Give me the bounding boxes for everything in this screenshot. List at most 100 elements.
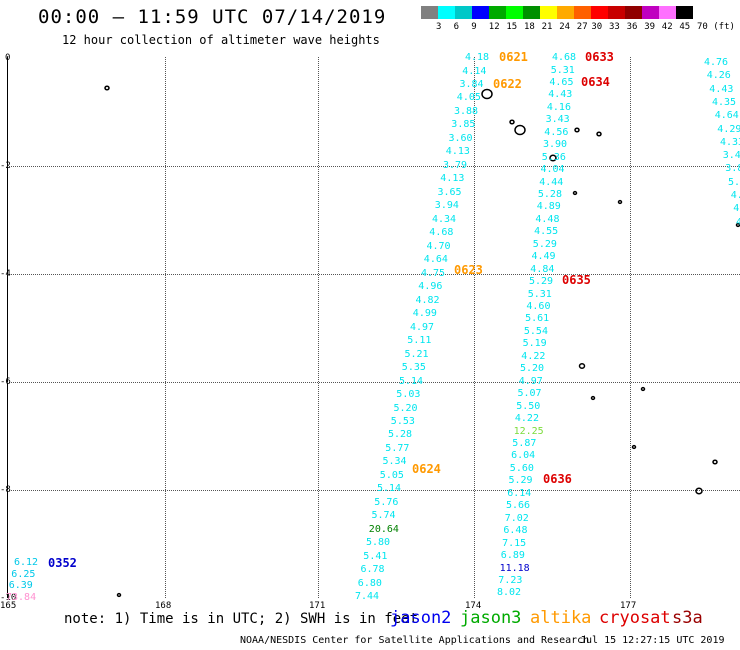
color-swatch	[472, 6, 489, 19]
wave-height-value: 5.31	[550, 64, 575, 76]
wave-height-value: 4.96	[418, 281, 443, 293]
color-swatch	[591, 6, 608, 19]
wave-height-value: 4.60	[526, 301, 551, 312]
wave-height-value: 5.53	[390, 416, 415, 427]
wave-height-value: 5.05	[379, 469, 404, 481]
island-outline	[695, 487, 703, 495]
wave-height-value: 7.02	[504, 512, 529, 524]
horizontal-gridline	[7, 166, 740, 167]
legend-item-cryosat: cryosat	[599, 608, 671, 628]
wave-height-value: 20.64	[368, 523, 399, 535]
color-swatch	[438, 6, 455, 19]
wave-height-value: 5.28	[537, 188, 562, 200]
wave-height-value: 5.07	[517, 388, 542, 400]
color-swatch	[625, 6, 642, 19]
wave-height-value: 3.90	[543, 139, 568, 151]
wave-height-value: 5.31	[527, 288, 552, 300]
y-tick-label: -6	[0, 377, 11, 387]
wave-height-value: 3.84	[459, 79, 484, 90]
wave-height-value: 3.65	[437, 186, 462, 198]
wave-height-value: 6.78	[360, 564, 385, 576]
wave-height-value: 4.49	[531, 251, 556, 263]
wave-height-value: 4.70	[426, 240, 451, 252]
wave-height-value: 3.88	[454, 105, 479, 117]
color-swatch	[455, 6, 472, 19]
island-outline	[481, 88, 493, 100]
wave-height-value: 4.75	[421, 267, 446, 279]
wave-height-value: 5.74	[371, 510, 396, 522]
horizontal-gridline	[7, 382, 740, 383]
color-swatch	[557, 6, 574, 19]
color-swatch	[506, 6, 523, 19]
wave-height-value: 5.87	[512, 437, 537, 449]
wave-height-value: 3.43	[545, 114, 570, 126]
color-scale-label: 42	[661, 22, 673, 32]
color-swatch	[574, 6, 591, 19]
island-outline	[509, 119, 515, 125]
color-scale-label: 70 (ft)	[697, 22, 735, 32]
wave-height-value: 3.46	[722, 150, 740, 162]
wave-height-value: 4.05	[456, 92, 481, 104]
island-outline	[574, 127, 580, 133]
wave-height-value: 73.84	[6, 591, 37, 603]
pass-label: 0636	[543, 472, 572, 486]
island-outline	[549, 154, 557, 162]
horizontal-gridline	[7, 274, 740, 275]
footer-credit: NOAA/NESDIS Center for Satellite Applica…	[240, 635, 590, 646]
x-tick-label: 174	[465, 601, 482, 611]
wave-height-value: 6.04	[511, 450, 536, 462]
wave-height-value: 4.34	[432, 213, 457, 225]
wave-height-value: 3.85	[451, 119, 476, 131]
wave-height-value: 4.22	[521, 350, 546, 362]
wave-height-value: 4.13	[445, 146, 470, 158]
legend-item-altika: altika	[530, 608, 592, 628]
wave-height-value: 6.25	[11, 568, 36, 580]
color-scale-label: 39	[644, 22, 656, 32]
wave-height-value: 4.	[730, 190, 740, 201]
color-swatch	[523, 6, 540, 19]
legend-item-jason3: jason3	[460, 608, 522, 628]
wave-height-value: 5.21	[404, 348, 429, 360]
map-subtitle: 12 hour collection of altimeter wave hei…	[62, 33, 380, 47]
wave-height-value: 4.97	[518, 375, 543, 387]
wave-height-value: 5.61	[525, 313, 550, 325]
color-scale-label: 9	[471, 22, 477, 32]
wave-height-value: 4.33	[720, 136, 740, 148]
color-swatch	[642, 6, 659, 19]
wave-height-value: 7.23	[498, 574, 523, 586]
wave-height-value: 4.68	[429, 227, 454, 239]
wave-height-value: 4.16	[546, 101, 571, 113]
color-swatch	[608, 6, 625, 19]
pass-label: 0622	[493, 77, 522, 91]
wave-height-value: 5.14	[399, 375, 424, 387]
wave-height-value: 4.43	[709, 83, 734, 95]
wave-height-value: 5.20	[520, 363, 545, 375]
vertical-gridline	[318, 57, 319, 598]
wave-height-value: 4.97	[410, 321, 435, 333]
color-swatch	[659, 6, 676, 19]
wave-height-value: 5.36	[541, 151, 566, 163]
wave-height-value: 4.68	[552, 52, 577, 63]
wave-height-value: 4.55	[534, 226, 559, 238]
horizontal-gridline	[7, 490, 740, 491]
island-outline	[514, 124, 526, 136]
wave-height-value: 3.8	[725, 163, 740, 175]
wave-height-value: 5.03	[396, 389, 421, 400]
wave-height-value: 5.76	[374, 496, 399, 508]
color-scale-label: 6	[453, 22, 460, 32]
pass-label: 0635	[562, 273, 591, 287]
color-swatch	[540, 6, 557, 19]
wave-height-value: 6.48	[503, 525, 528, 537]
color-scale-label: 45	[679, 22, 691, 32]
pass-label: 0633	[585, 50, 614, 64]
wave-height-value: 4.14	[462, 65, 487, 77]
wave-height-value: 5.29	[529, 276, 554, 288]
island-outline	[578, 363, 586, 369]
wave-height-value: 5.19	[522, 338, 547, 350]
units-note: note: 1) Time is in UTC; 2) SWH is in fe…	[64, 611, 419, 627]
color-scale-label: 12	[488, 22, 500, 32]
color-scale-label: 3	[436, 22, 442, 32]
color-swatch	[421, 6, 438, 19]
color-scale-label: 27	[576, 22, 588, 32]
